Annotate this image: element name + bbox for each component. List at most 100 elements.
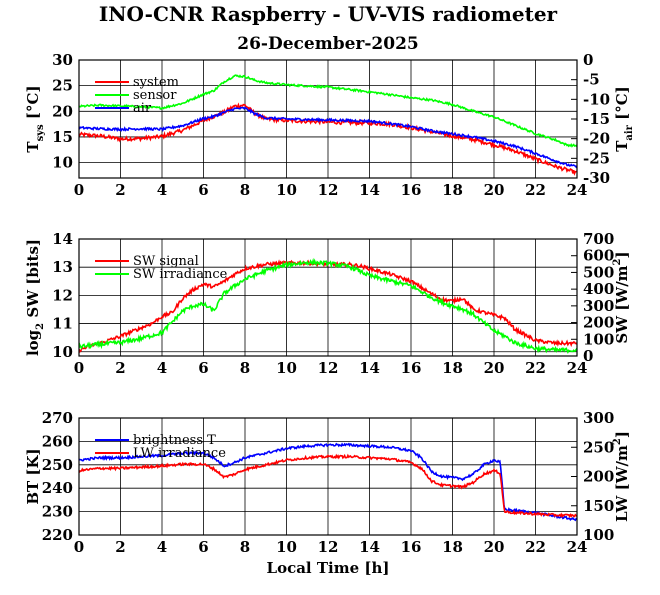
x-tick-label: 0: [74, 538, 84, 556]
y2-tick-label: 300: [583, 409, 614, 427]
series-sw-irradiance: [79, 257, 577, 355]
x-tick-label: 12: [318, 181, 339, 199]
y-tick-label: 220: [42, 526, 73, 544]
legend-label: SW irradiance: [133, 267, 228, 282]
x-tick-label: 14: [359, 359, 380, 377]
x-tick-label: 10: [276, 538, 297, 556]
plot-frame: [78, 238, 578, 357]
y-tick-label: 14: [52, 230, 73, 248]
y-tick-label: 260: [42, 432, 73, 450]
x-tick-label: 18: [442, 181, 463, 199]
series-air: [79, 106, 577, 169]
x-tick-label: 0: [74, 181, 84, 199]
x-tick-label: 12: [318, 538, 339, 556]
y2-tick-label: 0: [583, 51, 593, 69]
y-tick-label: 240: [42, 479, 73, 497]
x-tick-label: 6: [198, 538, 208, 556]
y2-tick-label: 0: [583, 347, 593, 365]
y2-tick-label: 200: [583, 468, 614, 486]
legend-label: brightness T: [133, 433, 216, 448]
series-sensor: [79, 74, 577, 148]
x-tick-label: 16: [401, 181, 422, 199]
x-tick-label: 18: [442, 538, 463, 556]
panel-temperature: 0 2 4 6 8 10 12 14 16 18 20 22 241015202530-30-25-20…: [24, 51, 635, 199]
y-tick-label: 13: [52, 258, 73, 276]
series-lw-irradiance: [79, 453, 577, 519]
x-tick-label: 24: [567, 538, 588, 556]
x-tick-label: 24: [567, 359, 588, 377]
y2-tick-label: -15: [583, 110, 610, 128]
y-tick-label: 230: [42, 503, 73, 521]
x-tick-label: 8: [240, 181, 250, 199]
figure-title: INO-CNR Raspberry - UV-VIS radiometer: [99, 2, 558, 26]
x-tick-label: 10: [276, 359, 297, 377]
x-tick-label: 6: [198, 359, 208, 377]
y2-tick-label: 500: [583, 263, 614, 281]
y2-tick-label: -30: [583, 169, 610, 187]
x-tick-label: 0: [74, 359, 84, 377]
x-tick-label: 12: [318, 359, 339, 377]
y2-tick-label: 700: [583, 230, 614, 248]
y2-tick-label: -5: [583, 71, 600, 89]
y2-tick-label: 150: [583, 497, 614, 515]
x-tick-label: 10: [276, 181, 297, 199]
y-tick-label: 15: [52, 128, 73, 146]
x-tick-label: 20: [484, 181, 505, 199]
x-tick-label: 2: [115, 538, 125, 556]
y2-tick-label: -25: [583, 149, 610, 167]
y2-tick-label: -10: [583, 90, 610, 108]
y2-axis-label: LW [W/m2]: [612, 431, 631, 522]
y-axis-label: log2 SW [bits]: [24, 239, 46, 356]
x-tick-label: 16: [401, 359, 422, 377]
legend-label: sensor: [133, 88, 177, 103]
legend-label: system: [133, 75, 179, 90]
x-tick-label: 16: [401, 538, 422, 556]
x-tick-label: 14: [359, 181, 380, 199]
x-tick-label: 6: [198, 181, 208, 199]
x-tick-label: 8: [240, 538, 250, 556]
y2-tick-label: 600: [583, 247, 614, 265]
x-tick-label: 2: [115, 359, 125, 377]
y2-tick-label: -20: [583, 130, 610, 148]
x-tick-label: 20: [484, 359, 505, 377]
y2-tick-label: 100: [583, 526, 614, 544]
legend-label: LW irradiance: [133, 446, 226, 461]
x-tick-label: 24: [567, 181, 588, 199]
y-tick-label: 11: [52, 315, 73, 333]
panel-longwave: 0 2 4 6 8 10 12 14 16 18 20 22 242202302402502602701…: [24, 409, 631, 556]
x-tick-label: 4: [157, 181, 167, 199]
x-tick-label: 22: [525, 181, 546, 199]
y-tick-label: 20: [52, 102, 73, 120]
y-tick-label: 12: [52, 286, 73, 304]
x-tick-label: 18: [442, 359, 463, 377]
y2-tick-label: 300: [583, 297, 614, 315]
y2-tick-label: 400: [583, 280, 614, 298]
y-axis-label: Tsys [°C]: [24, 85, 46, 152]
y-tick-label: 25: [52, 77, 73, 95]
y2-tick-label: 100: [583, 330, 614, 348]
y2-axis-label: Tair [°C]: [613, 86, 635, 152]
y-tick-label: 10: [52, 154, 73, 172]
panel-shortwave: 0 2 4 6 8 10 12 14 16 18 20 22 241011121314010020030…: [24, 230, 631, 377]
x-tick-label: 22: [525, 538, 546, 556]
y-tick-label: 270: [42, 409, 73, 427]
series-brightness-t: [79, 442, 577, 522]
y-tick-label: 250: [42, 456, 73, 474]
x-tick-label: 14: [359, 538, 380, 556]
x-tick-label: 4: [157, 359, 167, 377]
figure-date: 26-December-2025: [237, 34, 418, 54]
legend-label: SW signal: [133, 254, 199, 269]
x-tick-label: 4: [157, 538, 167, 556]
x-tick-label: 8: [240, 359, 250, 377]
y2-tick-label: 200: [583, 314, 614, 332]
x-tick-label: 2: [115, 181, 125, 199]
y-tick-label: 10: [52, 343, 73, 361]
x-axis-label: Local Time [h]: [267, 559, 390, 577]
x-tick-label: 20: [484, 538, 505, 556]
legend-label: air: [133, 101, 152, 116]
y-axis-label: BT [K]: [24, 448, 42, 504]
y-tick-label: 30: [52, 51, 73, 69]
x-tick-label: 22: [525, 359, 546, 377]
y2-axis-label: SW [W/m2]: [612, 251, 631, 343]
